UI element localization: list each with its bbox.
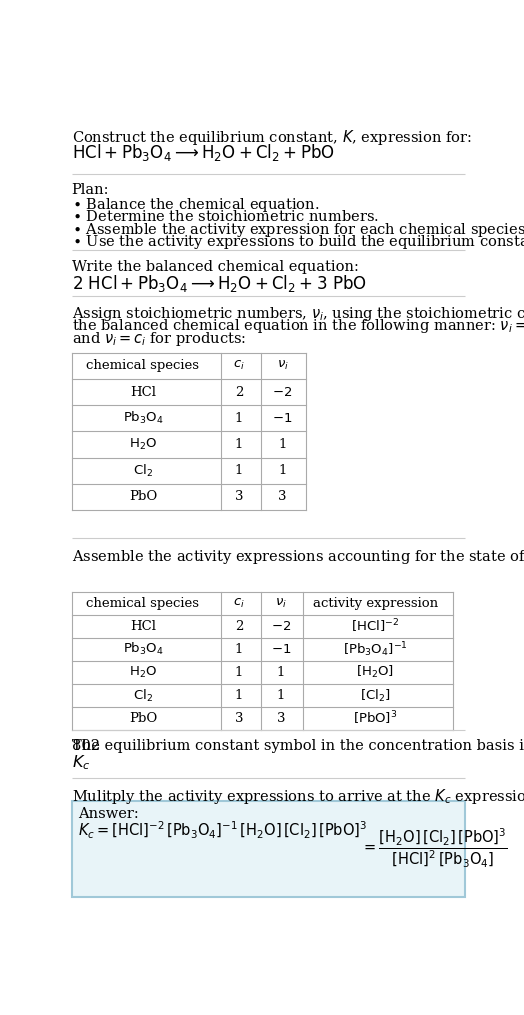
Text: 2: 2 <box>235 619 243 632</box>
Text: 3: 3 <box>235 713 243 725</box>
Text: and $\nu_i = c_i$ for products:: and $\nu_i = c_i$ for products: <box>72 330 246 348</box>
Text: $K_c = [\mathrm{HCl}]^{-2}\,[\mathrm{Pb_3O_4}]^{-1}\,[\mathrm{H_2O}]\,[\mathrm{C: $K_c = [\mathrm{HCl}]^{-2}\,[\mathrm{Pb_… <box>78 820 367 840</box>
Text: 1: 1 <box>277 666 285 679</box>
Text: HCl: HCl <box>130 619 156 632</box>
Text: $\mathrm{HCl} + \mathrm{Pb_3O_4} \longrightarrow \mathrm{H_2O} + \mathrm{Cl_2} +: $\mathrm{HCl} + \mathrm{Pb_3O_4} \longri… <box>72 142 334 162</box>
Text: $[\mathrm{HCl}]^{-2}$: $[\mathrm{HCl}]^{-2}$ <box>352 617 399 635</box>
Text: $c_i$: $c_i$ <box>233 359 245 373</box>
Text: 1: 1 <box>278 464 287 477</box>
Text: The equilibrium constant symbol in the concentration basis is:: The equilibrium constant symbol in the c… <box>72 739 524 753</box>
Text: activity expression: activity expression <box>313 597 438 610</box>
Text: Plan:: Plan: <box>72 184 109 197</box>
Text: $2\ \mathrm{HCl} + \mathrm{Pb_3O_4} \longrightarrow \mathrm{H_2O} + \mathrm{Cl_2: $2\ \mathrm{HCl} + \mathrm{Pb_3O_4} \lon… <box>72 273 366 294</box>
Text: PbO: PbO <box>129 490 157 503</box>
Text: $\mathrm{Cl_2}$: $\mathrm{Cl_2}$ <box>133 463 153 479</box>
Text: $[\mathrm{Cl_2}]$: $[\mathrm{Cl_2}]$ <box>360 687 391 703</box>
Text: Assemble the activity expressions accounting for the state of matter and $\nu_i$: Assemble the activity expressions accoun… <box>72 548 524 565</box>
Text: 3: 3 <box>277 713 285 725</box>
Text: $\bullet$ Determine the stoichiometric numbers.: $\bullet$ Determine the stoichiometric n… <box>72 209 379 224</box>
Text: 1: 1 <box>235 666 243 679</box>
Text: 802: 802 <box>72 739 100 753</box>
Text: 1: 1 <box>235 437 243 451</box>
Text: $\mathrm{Pb_3O_4}$: $\mathrm{Pb_3O_4}$ <box>123 410 163 426</box>
Text: HCl: HCl <box>130 386 156 399</box>
Text: $\mathrm{H_2O}$: $\mathrm{H_2O}$ <box>129 436 157 452</box>
Text: $K_c$: $K_c$ <box>72 753 90 771</box>
Text: 1: 1 <box>235 642 243 656</box>
Text: $\mathrm{Cl_2}$: $\mathrm{Cl_2}$ <box>133 687 153 703</box>
Text: chemical species: chemical species <box>86 359 200 373</box>
Text: $-2$: $-2$ <box>272 386 292 399</box>
Text: $\mathrm{Pb_3O_4}$: $\mathrm{Pb_3O_4}$ <box>123 641 163 658</box>
Text: $\nu_i$: $\nu_i$ <box>275 597 287 610</box>
Text: Answer:: Answer: <box>78 807 139 821</box>
Text: 1: 1 <box>278 437 287 451</box>
Text: $\nu_i$: $\nu_i$ <box>277 359 289 373</box>
Text: $\bullet$ Balance the chemical equation.: $\bullet$ Balance the chemical equation. <box>72 197 319 214</box>
Text: $[\mathrm{PbO}]^3$: $[\mathrm{PbO}]^3$ <box>353 709 398 728</box>
Text: PbO: PbO <box>129 713 157 725</box>
Text: 2: 2 <box>235 386 243 399</box>
Text: 1: 1 <box>235 689 243 702</box>
Text: 1: 1 <box>235 412 243 424</box>
Text: $-2$: $-2$ <box>271 619 291 632</box>
Text: $= \dfrac{[\mathrm{H_2O}]\,[\mathrm{Cl_2}]\,[\mathrm{PbO}]^3}{[\mathrm{HCl}]^2\,: $= \dfrac{[\mathrm{H_2O}]\,[\mathrm{Cl_2… <box>361 827 507 870</box>
Text: the balanced chemical equation in the following manner: $\nu_i = -c_i$ for react: the balanced chemical equation in the fo… <box>72 318 524 335</box>
Text: $[\mathrm{Pb_3O_4}]^{-1}$: $[\mathrm{Pb_3O_4}]^{-1}$ <box>343 639 408 659</box>
Text: 1: 1 <box>277 689 285 702</box>
Text: 3: 3 <box>235 490 243 503</box>
Text: Assign stoichiometric numbers, $\nu_i$, using the stoichiometric coefficients, $: Assign stoichiometric numbers, $\nu_i$, … <box>72 306 524 323</box>
Text: $-1$: $-1$ <box>272 412 293 424</box>
Text: 3: 3 <box>278 490 287 503</box>
Text: chemical species: chemical species <box>86 597 200 610</box>
Text: $-1$: $-1$ <box>271 642 291 656</box>
Text: Construct the equilibrium constant, $K$, expression for:: Construct the equilibrium constant, $K$,… <box>72 128 472 147</box>
Text: $\bullet$ Use the activity expressions to build the equilibrium constant express: $\bullet$ Use the activity expressions t… <box>72 233 524 252</box>
Text: Mulitply the activity expressions to arrive at the $K_c$ expression:: Mulitply the activity expressions to arr… <box>72 787 524 806</box>
Bar <box>72 801 465 897</box>
Text: Write the balanced chemical equation:: Write the balanced chemical equation: <box>72 260 358 274</box>
Text: $[\mathrm{H_2O}]$: $[\mathrm{H_2O}]$ <box>356 664 395 680</box>
Text: $\mathrm{H_2O}$: $\mathrm{H_2O}$ <box>129 665 157 680</box>
Text: $\bullet$ Assemble the activity expression for each chemical species.: $\bullet$ Assemble the activity expressi… <box>72 221 524 240</box>
Text: 1: 1 <box>235 464 243 477</box>
Text: $c_i$: $c_i$ <box>233 597 245 610</box>
